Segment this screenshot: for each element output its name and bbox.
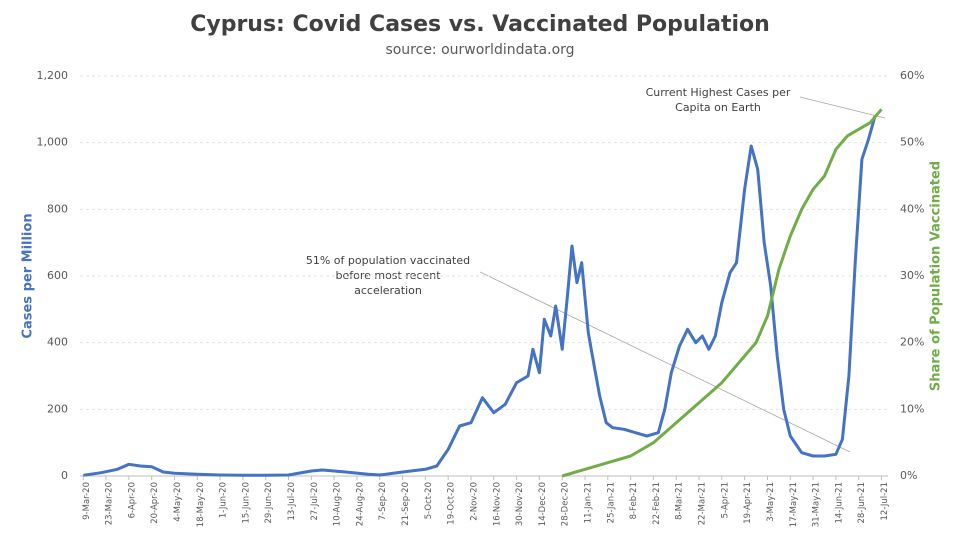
annotation: Capita on Earth: [675, 101, 761, 114]
y-tick-label: 200: [47, 402, 68, 415]
x-tick-label: 11-Jan-21: [584, 482, 594, 523]
annotation-leader: [799, 96, 886, 119]
chart-subtitle: source: ourworldindata.org: [385, 42, 574, 58]
y2-tick-label: 10%: [900, 402, 924, 415]
x-tick-label: 22-Mar-21: [698, 482, 708, 525]
x-tick-label: 23-Mar-20: [105, 482, 115, 525]
y-tick-label: 600: [47, 269, 68, 282]
y-tick-label: 1,200: [37, 69, 69, 82]
x-tick-label: 8-Feb-21: [629, 482, 639, 519]
x-tick-label: 14-Jun-21: [834, 482, 844, 524]
y2-tick-label: 50%: [900, 136, 924, 149]
x-tick-label: 5-Apr-21: [720, 482, 730, 518]
x-tick-label: 28-Jun-21: [857, 482, 867, 524]
x-tick-label: 31-May-21: [812, 482, 822, 527]
x-tick-label: 13-Jul-20: [287, 482, 297, 521]
x-tick-label: 17-May-21: [789, 482, 799, 527]
annotation: Current Highest Cases per: [646, 86, 791, 99]
y2-axis-label: Share of Population Vaccinated: [929, 161, 944, 391]
y2-tick-label: 40%: [900, 202, 924, 215]
x-tick-label: 15-Jun-20: [241, 482, 251, 524]
x-tick-label: 2-Nov-20: [469, 482, 479, 521]
x-tick-label: 10-Aug-20: [333, 482, 343, 526]
x-tick-label: 21-Sep-20: [401, 482, 411, 526]
x-tick-label: 19-Apr-21: [743, 482, 753, 524]
x-tick-label: 12-Jul-21: [880, 482, 890, 521]
annotation: 51% of population vaccinated: [306, 254, 470, 267]
x-tick-label: 19-Oct-20: [447, 482, 457, 525]
y-tick-label: 1,000: [37, 136, 69, 149]
x-tick-label: 27-Jul-20: [310, 482, 320, 521]
y2-tick-label: 0%: [900, 469, 917, 482]
y-axis-label: Cases per Million: [21, 213, 36, 338]
x-tick-label: 8-Mar-21: [675, 482, 685, 520]
x-tick-label: 5-Oct-20: [424, 482, 434, 519]
chart-title: Cyprus: Covid Cases vs. Vaccinated Popul…: [190, 12, 770, 37]
x-tick-label: 22-Feb-21: [652, 482, 662, 525]
x-tick-label: 30-Nov-20: [515, 482, 525, 526]
x-tick-label: 6-Apr-20: [127, 482, 137, 518]
y-tick-label: 800: [47, 202, 68, 215]
x-tick-label: 9-Mar-20: [82, 482, 92, 520]
x-tick-label: 1-Jun-20: [219, 482, 229, 518]
annotation: acceleration: [354, 284, 422, 297]
x-tick-label: 16-Nov-20: [492, 482, 502, 526]
series-line: [561, 108, 883, 478]
y-tick-label: 400: [47, 336, 68, 349]
x-tick-label: 25-Jan-21: [606, 482, 616, 523]
x-tick-label: 24-Aug-20: [355, 482, 365, 526]
y-tick-label: 0: [61, 469, 68, 482]
x-tick-label: 14-Dec-20: [538, 482, 548, 526]
x-tick-label: 18-May-20: [196, 482, 206, 527]
x-tick-label: 29-Jun-20: [264, 482, 274, 524]
y2-tick-label: 60%: [900, 69, 924, 82]
series-line: [83, 115, 877, 477]
x-tick-label: 28-Dec-20: [561, 482, 571, 526]
y2-tick-label: 30%: [900, 269, 924, 282]
y2-tick-label: 20%: [900, 336, 924, 349]
x-tick-label: 4-May-20: [173, 482, 183, 522]
x-tick-label: 20-Apr-20: [150, 482, 160, 524]
x-tick-label: 3-May-21: [766, 482, 776, 522]
x-tick-label: 7-Sep-20: [378, 482, 388, 520]
